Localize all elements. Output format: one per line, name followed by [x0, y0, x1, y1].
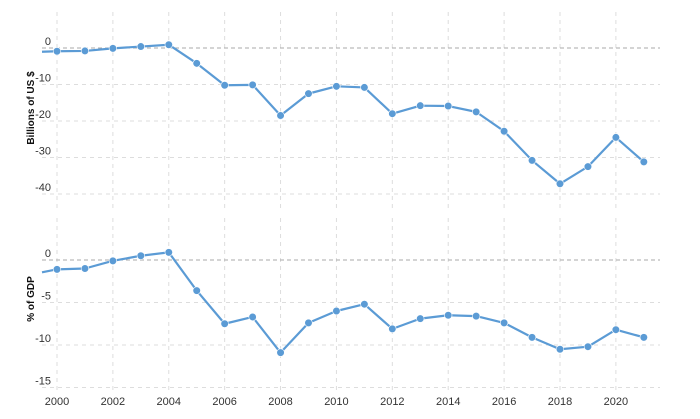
- data-point: [52, 265, 62, 274]
- x-tick-label: 2004: [157, 396, 181, 408]
- data-point: [500, 318, 509, 328]
- data-point: [416, 314, 425, 323]
- data-point: [164, 248, 173, 257]
- data-point: [164, 40, 173, 49]
- x-tick-label: 2018: [548, 396, 572, 408]
- data-point: [276, 348, 285, 357]
- y-tick-label: -15: [35, 376, 51, 388]
- y-tick-label: -20: [35, 109, 51, 121]
- data-point: [472, 312, 481, 321]
- data-point: [555, 345, 565, 354]
- x-tick-label: 2016: [492, 396, 516, 408]
- data-point: [444, 311, 453, 320]
- y-axis-label: % of GDP: [26, 276, 37, 322]
- data-point: [388, 324, 397, 333]
- data-point: [527, 333, 537, 342]
- data-point: [108, 256, 117, 265]
- data-point: [192, 59, 201, 68]
- data-point: [527, 156, 537, 165]
- data-point: [639, 157, 648, 166]
- data-point: [500, 127, 509, 136]
- data-point: [108, 44, 117, 53]
- data-point: [416, 101, 425, 110]
- data-point: [304, 318, 313, 328]
- data-point: [611, 325, 620, 334]
- series-line: [41, 43, 645, 185]
- data-point: [276, 111, 285, 120]
- data-point: [332, 82, 341, 91]
- data-point: [472, 107, 481, 116]
- data-point: [360, 83, 369, 92]
- data-point: [80, 46, 90, 56]
- data-point: [388, 109, 397, 118]
- data-point: [220, 81, 229, 90]
- data-point: [80, 264, 90, 273]
- x-tick-label: 2002: [101, 396, 125, 408]
- y-tick-label: -5: [41, 291, 51, 303]
- y-tick-label: -10: [35, 73, 51, 85]
- data-point: [444, 101, 453, 111]
- x-tick-label: 2020: [604, 396, 628, 408]
- data-point: [583, 342, 593, 351]
- x-tick-label: 2000: [45, 396, 69, 408]
- x-tick-label: 2012: [380, 396, 404, 408]
- data-point: [332, 306, 341, 316]
- y-tick-label: -40: [35, 182, 51, 194]
- data-point: [611, 133, 620, 142]
- x-tick-label: 2006: [212, 396, 236, 408]
- data-point: [555, 179, 565, 188]
- y-tick-label: -10: [35, 333, 51, 345]
- data-point: [248, 80, 257, 89]
- data-point: [136, 251, 145, 260]
- y-tick-label: 0: [45, 36, 51, 48]
- data-point: [360, 300, 369, 309]
- data-point: [136, 42, 145, 51]
- x-tick-label: 2008: [268, 396, 292, 408]
- y-tick-label: 0: [45, 248, 51, 260]
- data-point: [639, 333, 648, 342]
- data-point: [248, 312, 257, 322]
- data-point: [583, 162, 593, 171]
- data-point: [304, 89, 313, 98]
- data-point: [192, 286, 201, 295]
- data-point: [52, 47, 62, 56]
- data-point: [220, 319, 229, 328]
- x-tick-label: 2014: [436, 396, 460, 408]
- y-axis-label: Billions of US $: [26, 71, 37, 145]
- x-tick-label: 2010: [324, 396, 348, 408]
- y-tick-label: -30: [35, 146, 51, 158]
